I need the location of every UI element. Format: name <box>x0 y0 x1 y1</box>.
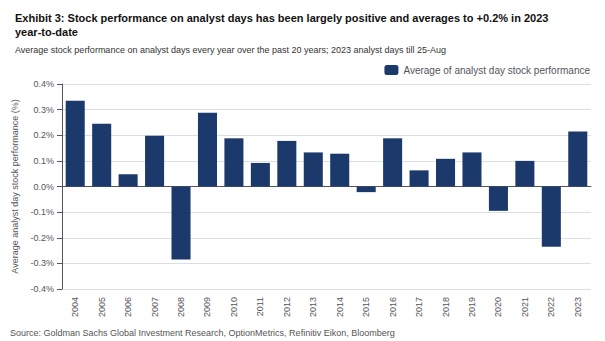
svg-text:2009: 2009 <box>202 297 212 317</box>
svg-text:0.1%: 0.1% <box>33 156 54 166</box>
svg-text:2012: 2012 <box>282 297 292 317</box>
svg-text:Source: Goldman Sachs Global I: Source: Goldman Sachs Global Investment … <box>10 328 395 338</box>
svg-text:2021: 2021 <box>520 297 530 317</box>
svg-text:-0.4%: -0.4% <box>30 284 54 294</box>
svg-text:2017: 2017 <box>414 297 424 317</box>
svg-text:0.0%: 0.0% <box>33 182 54 192</box>
svg-text:2015: 2015 <box>361 297 371 317</box>
svg-text:0.3%: 0.3% <box>33 105 54 115</box>
svg-text:2007: 2007 <box>150 297 160 317</box>
svg-text:year-to-date: year-to-date <box>15 26 78 38</box>
svg-text:Average analyst day stock perf: Average analyst day stock performance (%… <box>10 99 20 273</box>
svg-text:2019: 2019 <box>467 297 477 317</box>
svg-text:Average stock performance on a: Average stock performance on analyst day… <box>15 45 446 55</box>
svg-text:Average of analyst day stock p: Average of analyst day stock performance <box>403 65 590 76</box>
svg-text:0.4%: 0.4% <box>33 79 54 89</box>
svg-text:2013: 2013 <box>308 297 318 317</box>
svg-text:2008: 2008 <box>176 297 186 317</box>
svg-text:2023: 2023 <box>573 297 583 317</box>
svg-text:-0.1%: -0.1% <box>30 207 54 217</box>
svg-text:2018: 2018 <box>441 297 451 317</box>
svg-text:Exhibit 3: Stock performance o: Exhibit 3: Stock performance on analyst … <box>15 12 551 24</box>
svg-text:-0.3%: -0.3% <box>30 258 54 268</box>
svg-text:2022: 2022 <box>546 297 556 317</box>
svg-text:-0.2%: -0.2% <box>30 233 54 243</box>
svg-text:2011: 2011 <box>255 297 265 316</box>
svg-text:2004: 2004 <box>70 297 80 317</box>
svg-text:0.2%: 0.2% <box>33 130 54 140</box>
svg-text:2014: 2014 <box>335 297 345 317</box>
svg-text:2020: 2020 <box>493 297 503 317</box>
svg-text:2010: 2010 <box>229 297 239 317</box>
svg-text:2006: 2006 <box>123 297 133 317</box>
svg-text:2005: 2005 <box>97 297 107 317</box>
svg-text:2016: 2016 <box>388 297 398 317</box>
